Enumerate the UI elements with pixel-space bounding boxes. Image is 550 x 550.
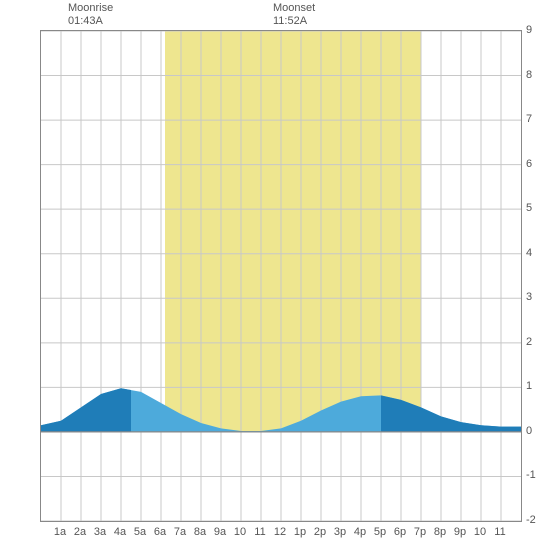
y-tick: 9 <box>526 24 532 36</box>
x-tick: 11 <box>492 526 508 538</box>
x-tick: 1a <box>52 526 68 538</box>
x-tick: 1p <box>292 526 308 538</box>
x-tick: 8p <box>432 526 448 538</box>
moonrise-time: 01:43A <box>68 15 103 27</box>
x-tick: 4p <box>352 526 368 538</box>
x-tick: 5a <box>132 526 148 538</box>
moonset-label: Moonset 11:52A <box>273 2 315 28</box>
x-tick: 11 <box>252 526 268 538</box>
x-tick: 9p <box>452 526 468 538</box>
x-tick: 2a <box>72 526 88 538</box>
moonset-time: 11:52A <box>273 15 307 27</box>
y-tick: 1 <box>526 380 532 392</box>
y-tick: 0 <box>526 425 532 437</box>
x-tick: 12 <box>272 526 288 538</box>
x-tick: 7a <box>172 526 188 538</box>
x-tick: 4a <box>112 526 128 538</box>
x-tick: 3p <box>332 526 348 538</box>
moonrise-label: Moonrise 01:43A <box>68 2 113 28</box>
moonset-title: Moonset <box>273 2 315 14</box>
y-tick: 4 <box>526 247 532 259</box>
y-tick: 6 <box>526 158 532 170</box>
moonrise-title: Moonrise <box>68 2 113 14</box>
x-tick: 6p <box>392 526 408 538</box>
y-tick: -1 <box>526 469 536 481</box>
x-tick: 10 <box>472 526 488 538</box>
x-tick: 6a <box>152 526 168 538</box>
x-tick: 9a <box>212 526 228 538</box>
tide-chart <box>40 30 522 522</box>
x-tick: 3a <box>92 526 108 538</box>
y-tick: 7 <box>526 113 532 125</box>
y-tick: 2 <box>526 336 532 348</box>
x-tick: 7p <box>412 526 428 538</box>
x-tick: 5p <box>372 526 388 538</box>
y-tick: 3 <box>526 291 532 303</box>
x-tick: 10 <box>232 526 248 538</box>
y-tick: 8 <box>526 69 532 81</box>
y-tick: 5 <box>526 202 532 214</box>
x-tick: 8a <box>192 526 208 538</box>
x-tick: 2p <box>312 526 328 538</box>
y-tick: -2 <box>526 514 536 526</box>
